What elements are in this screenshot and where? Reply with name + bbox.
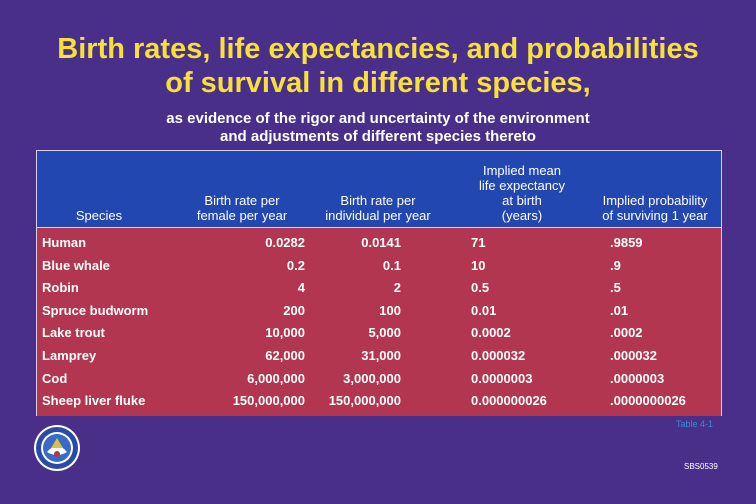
table-row: Lamprey 62,000 31,000 0.000032 .000032: [37, 345, 721, 367]
cell-species: Spruce budworm: [42, 302, 149, 318]
subtitle-line-1: as evidence of the rigor and uncertainty…: [166, 110, 590, 127]
cell-species: Robin: [42, 280, 79, 296]
table-row: Blue whale 0.2 0.1 10 .9: [37, 255, 721, 277]
cell-survival-probability: .01: [610, 302, 629, 318]
cell-survival-probability: .5: [610, 280, 621, 296]
slide-code-label: SBS0539: [684, 462, 718, 471]
cell-survival-probability: .9859: [610, 235, 643, 250]
title-line-1: Birth rates, life expectancies, and prob…: [57, 33, 699, 65]
table-row: Sheep liver fluke 150,000,000 150,000,000 0…: [37, 390, 721, 412]
cell-life-expectancy: 71: [471, 235, 486, 250]
cell-life-expectancy: 10: [471, 257, 486, 273]
cell-birth-rate-female: 0.0282: [265, 235, 305, 250]
cell-birth-rate-female: 10,000: [265, 325, 305, 341]
header-survival-probability: Implied probability of surviving 1 year: [602, 193, 708, 223]
header-life-expectancy: Implied mean life expectancy at birth (y…: [479, 163, 565, 223]
header-species: Species: [75, 208, 123, 223]
cell-life-expectancy: 0.000032: [471, 348, 526, 363]
cell-birth-rate-female: 4: [297, 280, 305, 296]
cell-birth-rate-female: 200: [283, 302, 305, 318]
species-table: Species Birth rate per female per year B…: [36, 150, 722, 416]
cell-birth-rate-individual: 3,000,000: [343, 370, 401, 386]
cell-species: Cod: [42, 370, 68, 386]
cell-species: Blue whale: [42, 257, 110, 273]
slide-subtitle: as evidence of the rigor and uncertainty…: [0, 110, 756, 146]
cell-species: Sheep liver fluke: [42, 393, 146, 409]
agency-seal-icon: [34, 425, 80, 471]
table-number-label: Table 4-1: [676, 419, 714, 429]
cell-life-expectancy: 0.0002: [471, 325, 511, 341]
cell-survival-probability: .0002: [610, 325, 643, 341]
cell-birth-rate-female: 150,000,000: [232, 393, 305, 409]
cell-species: Lake trout: [42, 325, 105, 341]
cell-birth-rate-female: 62,000: [265, 348, 305, 363]
cell-life-expectancy: 0.5: [471, 280, 490, 296]
cell-species: Lamprey: [42, 348, 97, 363]
header-birth-rate-female: Birth rate per female per year: [196, 193, 288, 223]
cell-birth-rate-female: 0.2: [286, 257, 305, 273]
cell-birth-rate-individual: 0.1: [382, 257, 401, 273]
cell-birth-rate-individual: 0.0141: [361, 235, 401, 250]
header-birth-rate-individual: Birth rate per individual per year: [325, 193, 431, 223]
cell-life-expectancy: 0.000000026: [471, 393, 547, 409]
table-row: Human 0.0282 0.0141 71 .9859: [37, 232, 721, 254]
slide-title: Birth rates, life expectancies, and prob…: [0, 32, 756, 100]
cell-birth-rate-individual: 5,000: [368, 325, 401, 341]
cell-survival-probability: .0000003: [610, 370, 665, 386]
cell-survival-probability: .9: [610, 257, 621, 273]
cell-life-expectancy: 0.0000003: [471, 370, 533, 386]
cell-species: Human: [42, 235, 87, 250]
table-row: Cod 6,000,000 3,000,000 0.0000003 .0000003: [37, 368, 721, 390]
table-body: Human 0.0282 0.0141 71 .9859 Blue whale 0.2 0.1…: [37, 228, 721, 416]
table-header: Species Birth rate per female per year B…: [37, 151, 721, 228]
cell-survival-probability: .000032: [610, 348, 657, 363]
cell-birth-rate-individual: 150,000,000: [328, 393, 401, 409]
title-line-2: of survival in different species,: [165, 67, 591, 99]
cell-birth-rate-individual: 31,000: [361, 348, 401, 363]
table-row: Spruce budworm 200 100 0.01 .01: [37, 300, 721, 322]
table-row: Robin 4 2 0.5 .5: [37, 277, 721, 299]
table-row: Lake trout 10,000 5,000 0.0002 .0002: [37, 322, 721, 344]
subtitle-line-2: and adjustments of different species the…: [220, 128, 536, 145]
cell-birth-rate-individual: 100: [379, 302, 401, 318]
cell-birth-rate-female: 6,000,000: [247, 370, 305, 386]
cell-life-expectancy: 0.01: [471, 302, 497, 318]
cell-birth-rate-individual: 2: [393, 280, 401, 296]
cell-survival-probability: .0000000026: [610, 393, 686, 409]
